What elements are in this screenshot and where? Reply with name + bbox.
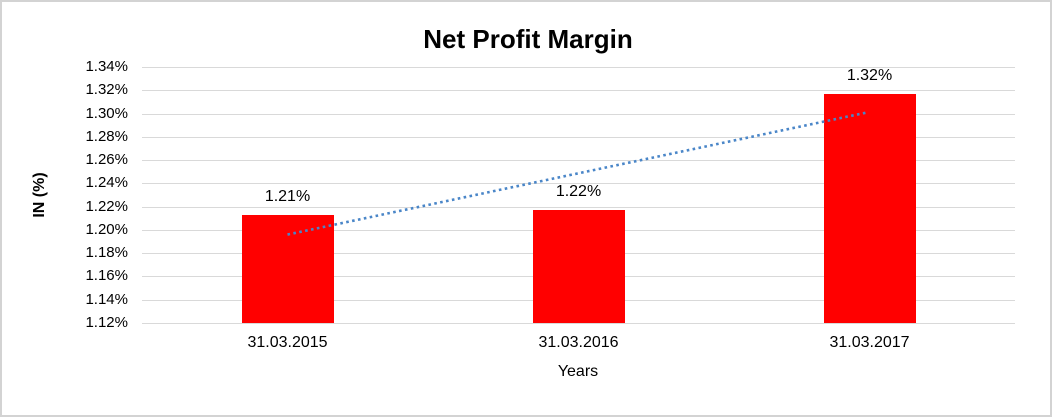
chart-title: Net Profit Margin xyxy=(423,24,633,54)
bar xyxy=(823,93,916,323)
y-tick-label: 1.18% xyxy=(85,244,128,262)
y-tick-label: 1.22% xyxy=(85,197,128,215)
y-tick-label: 1.32% xyxy=(85,81,128,99)
y-tick-label: 1.26% xyxy=(85,151,128,169)
x-tick-label: 31.03.2015 xyxy=(247,334,328,351)
x-axis-title: Years xyxy=(557,363,599,380)
gridline xyxy=(142,323,1015,324)
y-tick-label: 1.14% xyxy=(85,290,128,308)
bar-data-label: 1.21% xyxy=(264,187,311,205)
y-tick-label: 1.24% xyxy=(85,174,128,192)
bar-data-label: 1.32% xyxy=(846,66,893,84)
y-tick-label: 1.16% xyxy=(85,267,128,285)
y-tick-label: 1.34% xyxy=(85,58,128,75)
y-tick-label: 1.20% xyxy=(85,220,128,238)
y-tick-label: 1.28% xyxy=(85,127,128,145)
bar-data-label: 1.22% xyxy=(555,183,602,201)
x-tick-label: 31.03.2016 xyxy=(538,334,619,351)
x-tick-label: 31.03.2017 xyxy=(829,334,910,351)
y-tick-label: 1.12% xyxy=(85,314,128,331)
gridline xyxy=(142,67,1015,68)
gridline xyxy=(142,90,1015,92)
bar xyxy=(532,210,625,323)
y-tick-label: 1.30% xyxy=(85,104,128,122)
bar xyxy=(241,214,334,323)
